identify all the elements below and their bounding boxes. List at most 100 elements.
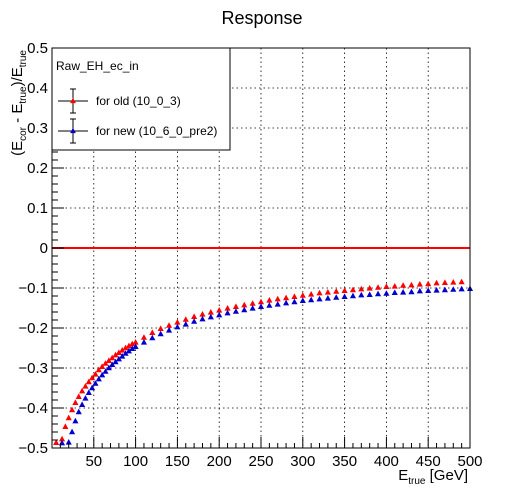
data-point bbox=[132, 339, 139, 345]
x-axis-title: Etrue [GeV] bbox=[398, 467, 468, 487]
data-point bbox=[291, 293, 298, 300]
data-point bbox=[92, 371, 99, 377]
x-tick-label: 200 bbox=[207, 453, 232, 470]
data-point bbox=[53, 439, 60, 446]
data-point bbox=[391, 283, 398, 289]
data-point bbox=[82, 383, 89, 389]
data-point bbox=[241, 306, 248, 313]
data-point bbox=[283, 299, 290, 306]
legend-entries: for old (10_0_3)for new (10_6_0_pre2) bbox=[58, 88, 217, 144]
data-point bbox=[99, 371, 106, 378]
data-point bbox=[383, 290, 390, 296]
y-tick-label: −0.4 bbox=[18, 400, 48, 417]
data-point bbox=[174, 323, 181, 330]
data-point bbox=[157, 330, 164, 337]
data-point bbox=[82, 395, 89, 401]
x-tick-label: 400 bbox=[374, 453, 399, 470]
data-point bbox=[216, 307, 223, 313]
x-tick-label: 300 bbox=[290, 453, 315, 470]
data-point bbox=[224, 309, 231, 316]
data-point bbox=[58, 435, 66, 442]
data-point bbox=[299, 297, 306, 304]
data-point bbox=[224, 305, 231, 311]
data-point bbox=[266, 297, 273, 303]
data-point bbox=[75, 408, 82, 415]
data-point bbox=[324, 295, 331, 301]
data-point bbox=[450, 279, 457, 285]
data-point bbox=[441, 279, 448, 286]
data-point bbox=[316, 289, 323, 296]
data-point bbox=[62, 423, 69, 430]
y-tick-label: 0.4 bbox=[27, 80, 48, 97]
data-point bbox=[316, 295, 323, 302]
grid bbox=[52, 48, 470, 448]
y-tick-label: 0.1 bbox=[27, 200, 48, 217]
data-point bbox=[129, 340, 136, 347]
data-point bbox=[89, 374, 96, 381]
data-point bbox=[333, 294, 340, 300]
x-title-unit: [GeV] bbox=[425, 467, 468, 484]
data-point bbox=[174, 319, 181, 325]
y-tick-label: −0.2 bbox=[18, 320, 48, 337]
data-point bbox=[125, 342, 132, 349]
legend-entry: for new (10_6_0_pre2) bbox=[58, 118, 217, 144]
data-point bbox=[79, 387, 86, 394]
data-point bbox=[207, 309, 214, 315]
data-point bbox=[458, 285, 465, 292]
legend-marker bbox=[70, 97, 76, 104]
data-point bbox=[125, 347, 132, 354]
data-point bbox=[232, 308, 239, 314]
x-tick-label: 150 bbox=[165, 453, 190, 470]
data-point bbox=[75, 393, 82, 400]
data-point bbox=[283, 294, 290, 301]
data-point bbox=[65, 439, 72, 445]
x-title-sub: true bbox=[408, 476, 426, 487]
x-tick-label: 500 bbox=[457, 453, 482, 470]
y-title-sub1: cor bbox=[18, 126, 29, 141]
data-point bbox=[249, 300, 256, 306]
data-point bbox=[274, 295, 281, 302]
x-tick-label: 250 bbox=[248, 453, 273, 470]
data-point bbox=[358, 291, 365, 298]
data-point bbox=[112, 351, 119, 358]
data-point bbox=[65, 414, 72, 421]
data-point bbox=[99, 363, 106, 370]
data-point bbox=[85, 389, 92, 396]
data-point bbox=[425, 280, 432, 287]
x-tick-label: 450 bbox=[416, 453, 441, 470]
chart-title: Response bbox=[221, 8, 302, 28]
data-point bbox=[140, 334, 148, 340]
data-point bbox=[324, 289, 331, 295]
data-point bbox=[374, 290, 382, 297]
legend-label: for new (10_6_0_pre2) bbox=[96, 124, 217, 138]
y-tick-label: −0.5 bbox=[18, 440, 48, 457]
y-tick-label: −0.1 bbox=[18, 280, 48, 297]
x-title-base: E bbox=[398, 467, 408, 484]
data-point bbox=[182, 321, 189, 327]
data-point bbox=[129, 345, 136, 352]
data-point bbox=[425, 287, 432, 294]
series-0 bbox=[53, 278, 465, 446]
legend-entry: for old (10_0_3) bbox=[58, 88, 181, 114]
data-point bbox=[132, 343, 139, 350]
y-title-close: )/E bbox=[9, 67, 26, 86]
data-point bbox=[416, 287, 423, 294]
data-point bbox=[95, 366, 102, 373]
data-point bbox=[333, 288, 340, 294]
y-tick-label: 0.5 bbox=[27, 40, 48, 57]
y-title-open: (E bbox=[9, 141, 26, 156]
data-point bbox=[341, 293, 348, 300]
data-point bbox=[433, 279, 440, 286]
data-point bbox=[109, 354, 116, 361]
data-point bbox=[79, 401, 86, 408]
data-point bbox=[349, 286, 357, 293]
data-point bbox=[408, 281, 415, 288]
x-axis: 50 100 150 200 250 300 350 400 450 500 bbox=[59, 437, 483, 470]
y-tick-label: 0.3 bbox=[27, 120, 48, 137]
data-point bbox=[112, 358, 119, 365]
data-point bbox=[207, 313, 214, 320]
data-point bbox=[308, 291, 315, 297]
data-point bbox=[149, 329, 156, 336]
x-tick-label: 350 bbox=[332, 453, 357, 470]
data-point bbox=[408, 288, 415, 295]
